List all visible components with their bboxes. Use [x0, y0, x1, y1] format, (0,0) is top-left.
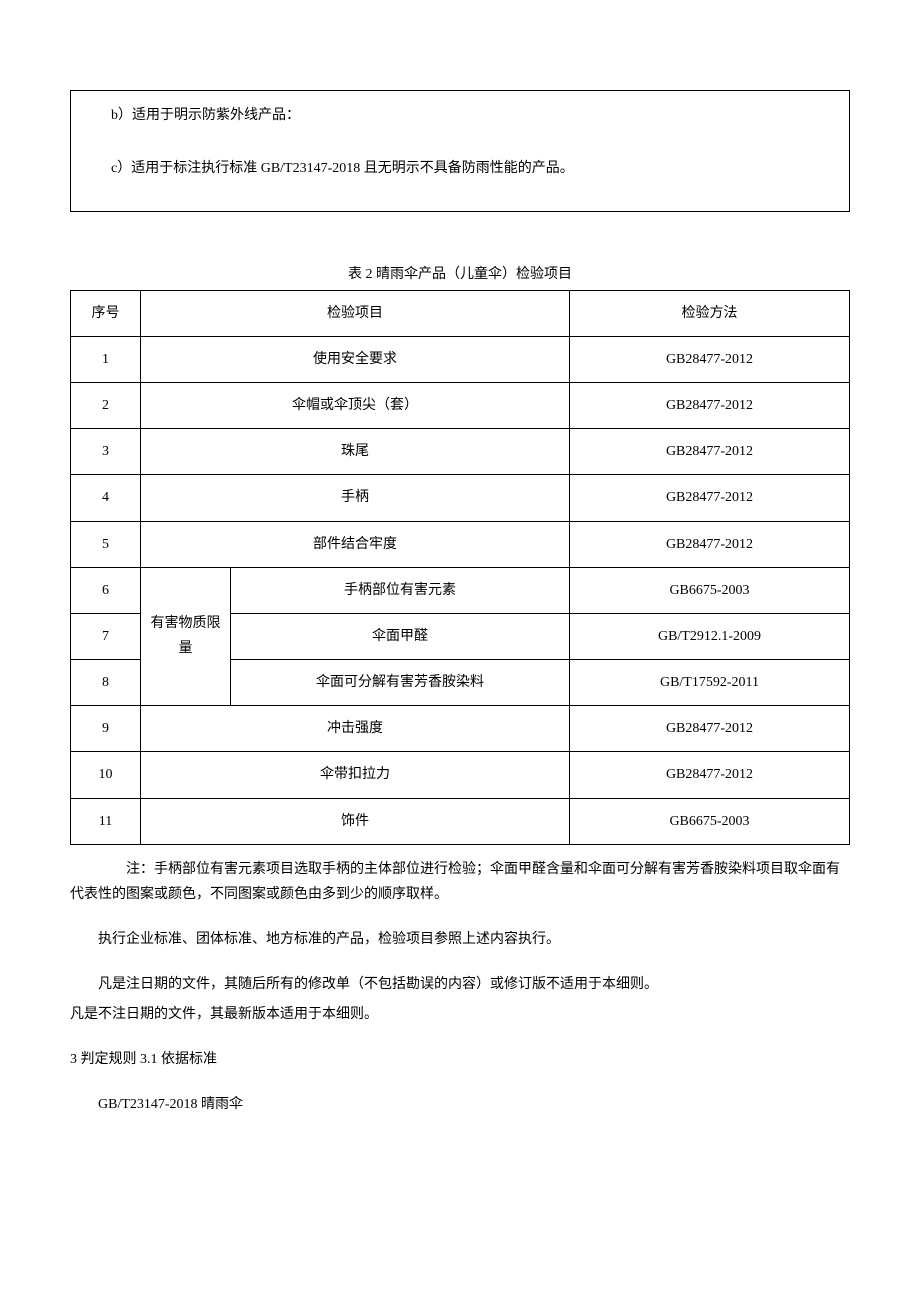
body-text-section: 注：手柄部位有害元素项目选取手柄的主体部位进行检验；伞面甲醛含量和伞面可分解有害… [70, 857, 850, 1117]
cell-item: 冲击强度 [141, 706, 570, 752]
cell-merged-label: 有害物质限量 [141, 567, 231, 706]
table-row: 6 有害物质限量 手柄部位有害元素 GB6675-2003 [71, 567, 850, 613]
cell-method: GB28477-2012 [570, 706, 850, 752]
cell-seq: 1 [71, 336, 141, 382]
cell-method: GB6675-2003 [570, 567, 850, 613]
table-caption: 表 2 晴雨伞产品（儿童伞）检验项目 [70, 262, 850, 287]
cell-method: GB28477-2012 [570, 382, 850, 428]
cell-seq: 2 [71, 382, 141, 428]
cell-item: 手柄部位有害元素 [231, 567, 570, 613]
table-row: 1 使用安全要求 GB28477-2012 [71, 336, 850, 382]
cell-seq: 6 [71, 567, 141, 613]
cell-seq: 9 [71, 706, 141, 752]
note-line-c: c）适用于标注执行标准 GB/T23147-2018 且无明示不具备防雨性能的产… [83, 156, 837, 181]
table-row: 4 手柄 GB28477-2012 [71, 475, 850, 521]
cell-item: 珠尾 [141, 429, 570, 475]
table-row: 10 伞带扣拉力 GB28477-2012 [71, 752, 850, 798]
header-seq: 序号 [71, 290, 141, 336]
inspection-table: 序号 检验项目 检验方法 1 使用安全要求 GB28477-2012 2 伞帽或… [70, 290, 850, 845]
cell-method: GB28477-2012 [570, 521, 850, 567]
note-line-b: b）适用于明示防紫外线产品： [83, 103, 837, 128]
para-standard: 执行企业标准、团体标准、地方标准的产品，检验项目参照上述内容执行。 [70, 927, 850, 952]
section-heading: 3 判定规则 3.1 依据标准 [70, 1047, 850, 1072]
cell-item: 伞面甲醛 [231, 613, 570, 659]
cell-item: 伞面可分解有害芳香胺染料 [231, 660, 570, 706]
cell-seq: 3 [71, 429, 141, 475]
table-header-row: 序号 检验项目 检验方法 [71, 290, 850, 336]
cell-seq: 10 [71, 752, 141, 798]
cell-method: GB6675-2003 [570, 798, 850, 844]
cell-seq: 5 [71, 521, 141, 567]
table-row: 3 珠尾 GB28477-2012 [71, 429, 850, 475]
table-note: 注：手柄部位有害元素项目选取手柄的主体部位进行检验；伞面甲醛含量和伞面可分解有害… [70, 857, 850, 907]
cell-seq: 8 [71, 660, 141, 706]
table-row: 11 饰件 GB6675-2003 [71, 798, 850, 844]
cell-item: 饰件 [141, 798, 570, 844]
para-dated-a: 凡是注日期的文件，其随后所有的修改单（不包括勘误的内容）或修订版不适用于本细则。 [70, 972, 850, 997]
cell-method: GB28477-2012 [570, 475, 850, 521]
para-gb-ref: GB/T23147-2018 晴雨伞 [70, 1092, 850, 1117]
para-dated-b: 凡是不注日期的文件，其最新版本适用于本细则。 [70, 1002, 850, 1027]
table-row: 2 伞帽或伞顶尖（套） GB28477-2012 [71, 382, 850, 428]
cell-method: GB28477-2012 [570, 336, 850, 382]
table-row: 9 冲击强度 GB28477-2012 [71, 706, 850, 752]
cell-method: GB/T17592-2011 [570, 660, 850, 706]
cell-seq: 7 [71, 613, 141, 659]
header-item: 检验项目 [141, 290, 570, 336]
cell-method: GB28477-2012 [570, 752, 850, 798]
cell-item: 使用安全要求 [141, 336, 570, 382]
top-note-box: b）适用于明示防紫外线产品： c）适用于标注执行标准 GB/T23147-201… [70, 90, 850, 212]
cell-method: GB28477-2012 [570, 429, 850, 475]
cell-item: 手柄 [141, 475, 570, 521]
cell-item: 部件结合牢度 [141, 521, 570, 567]
header-method: 检验方法 [570, 290, 850, 336]
cell-method: GB/T2912.1-2009 [570, 613, 850, 659]
cell-seq: 11 [71, 798, 141, 844]
cell-seq: 4 [71, 475, 141, 521]
cell-item: 伞帽或伞顶尖（套） [141, 382, 570, 428]
table-row: 5 部件结合牢度 GB28477-2012 [71, 521, 850, 567]
cell-item: 伞带扣拉力 [141, 752, 570, 798]
